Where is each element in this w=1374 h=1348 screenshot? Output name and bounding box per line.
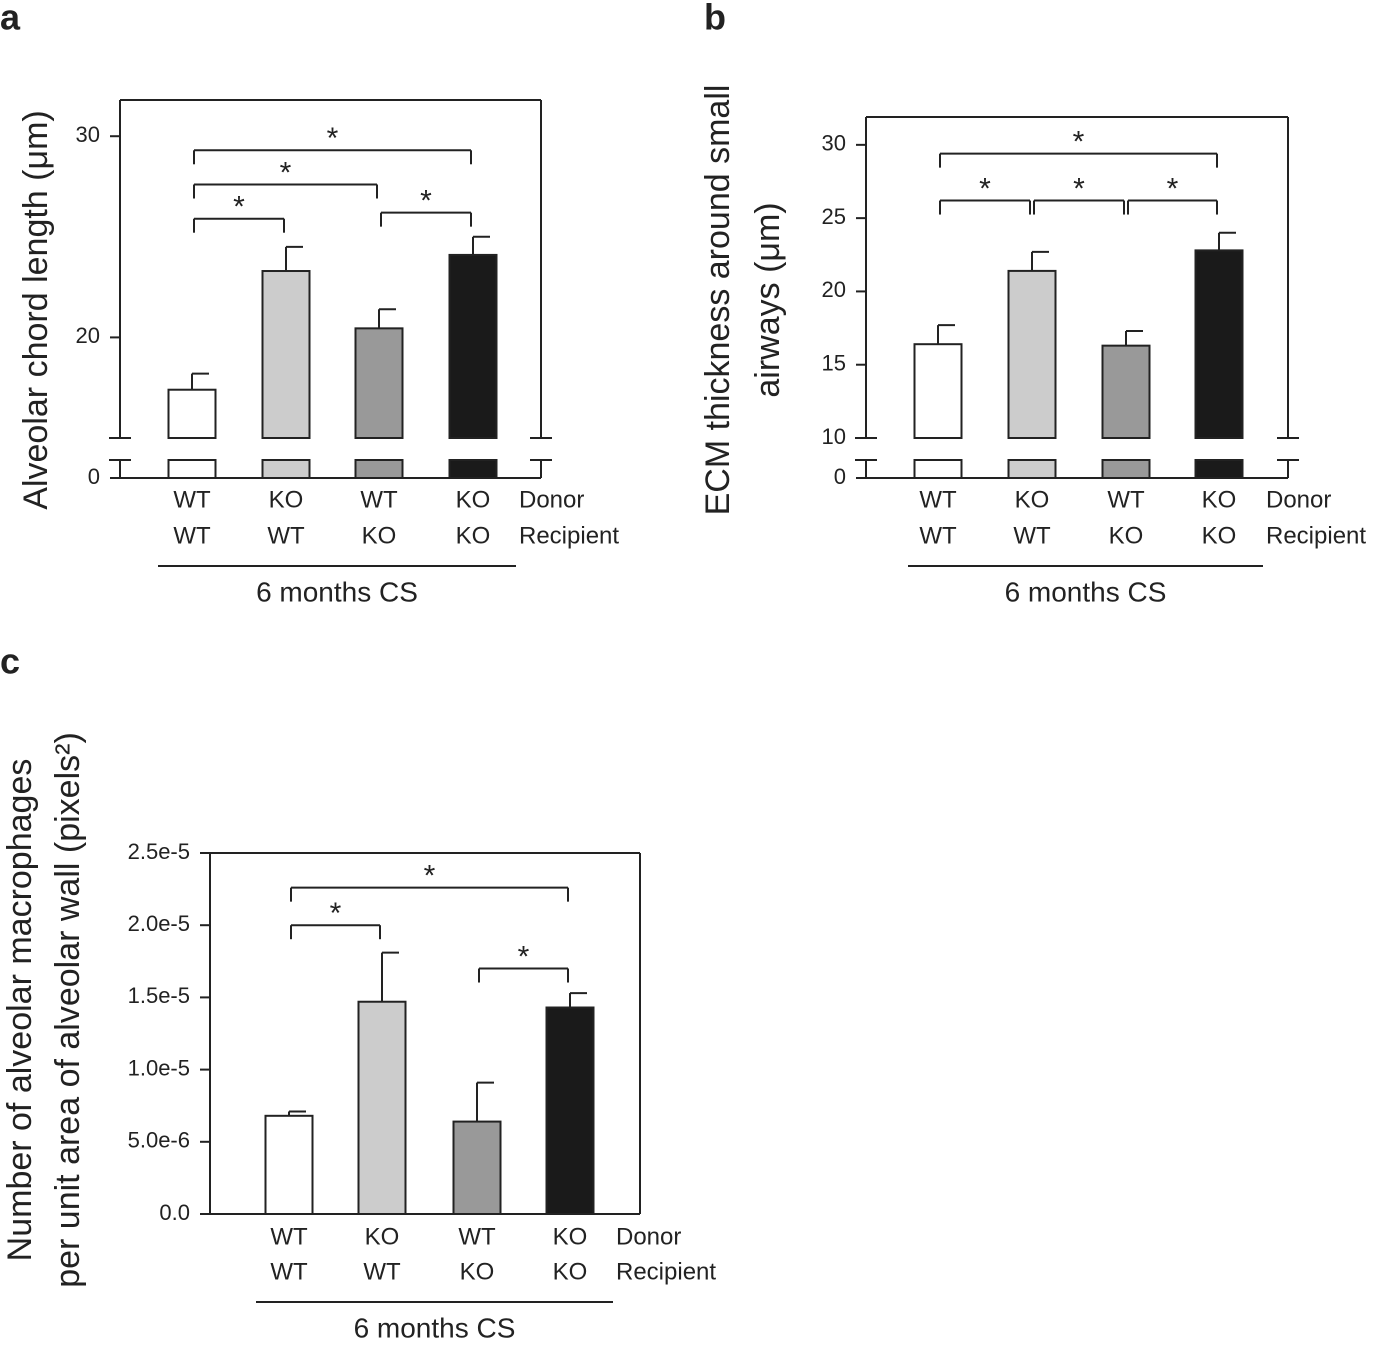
bar: [167, 388, 217, 440]
y-axis-label: airways (μm): [749, 202, 787, 397]
recipient-label: WT: [1013, 522, 1051, 549]
group-label: 6 months CS: [256, 576, 418, 607]
row-label: Recipient: [1266, 522, 1366, 549]
sig-label: *: [1073, 126, 1085, 159]
bar-stub: [1194, 459, 1244, 479]
donor-label: WT: [173, 486, 211, 513]
y-tick-label: 25: [822, 204, 846, 229]
y-axis-label: Alveolar chord length (μm): [17, 110, 55, 509]
donor-label: KO: [1015, 486, 1050, 513]
panel-label: a: [0, 0, 21, 38]
panel-label: b: [704, 0, 726, 38]
y-tick-label: 5.0e-6: [128, 1128, 190, 1153]
y-axis-label: ECM thickness around small: [699, 85, 737, 516]
bar: [545, 1006, 595, 1215]
bar: [1101, 344, 1151, 439]
bar: [448, 253, 498, 439]
y-axis-label: per unit area of alveolar wall (pixels²): [49, 732, 87, 1288]
recipient-label: KO: [553, 1258, 588, 1285]
bar-stub: [1101, 459, 1151, 479]
donor-label: WT: [919, 486, 957, 513]
sig-label: *: [1073, 172, 1085, 205]
row-label: Recipient: [616, 1258, 716, 1285]
recipient-label: KO: [460, 1258, 495, 1285]
y-tick-label: 30: [822, 131, 846, 156]
panel-label: c: [0, 641, 20, 682]
donor-label: WT: [360, 486, 398, 513]
bar: [354, 327, 404, 440]
donor-label: WT: [270, 1223, 308, 1250]
recipient-label: KO: [1109, 522, 1144, 549]
bar-stub: [354, 459, 404, 479]
bar: [913, 343, 963, 439]
sig-label: *: [327, 122, 339, 155]
recipient-label: KO: [1202, 522, 1237, 549]
sig-label: *: [518, 940, 530, 973]
y-tick-label: 1.5e-5: [128, 983, 190, 1008]
row-label: Donor: [519, 486, 584, 513]
recipient-label: WT: [363, 1258, 401, 1285]
group-label: 6 months CS: [354, 1312, 516, 1343]
y-tick-label: 15: [822, 351, 846, 376]
y-tick-label: 0.0: [159, 1200, 190, 1225]
donor-label: KO: [456, 486, 491, 513]
row-label: Donor: [1266, 486, 1331, 513]
y-tick-label: 1.0e-5: [128, 1055, 190, 1080]
bar: [357, 1000, 407, 1215]
bar-stub: [261, 459, 311, 479]
bar: [1007, 269, 1057, 439]
donor-label: KO: [365, 1223, 400, 1250]
row-label: Donor: [616, 1223, 681, 1250]
bar: [452, 1120, 502, 1215]
bar-stub: [448, 459, 498, 479]
donor-label: WT: [458, 1223, 496, 1250]
recipient-label: KO: [456, 522, 491, 549]
bar-stub: [913, 459, 963, 479]
recipient-label: WT: [267, 522, 305, 549]
sig-label: *: [330, 897, 342, 930]
sig-label: *: [420, 185, 432, 218]
sig-label: *: [1167, 172, 1179, 205]
y-tick-label: 2.0e-5: [128, 911, 190, 936]
donor-label: KO: [269, 486, 304, 513]
row-label: Recipient: [519, 522, 619, 549]
sig-label: *: [979, 172, 991, 205]
bar: [264, 1114, 314, 1215]
y-tick-label: 0: [834, 464, 846, 489]
donor-label: KO: [1202, 486, 1237, 513]
recipient-label: WT: [919, 522, 957, 549]
y-tick-label: 0: [88, 464, 100, 489]
recipient-label: KO: [362, 522, 397, 549]
donor-label: KO: [553, 1223, 588, 1250]
bar-stub: [1007, 459, 1057, 479]
bar: [1194, 249, 1244, 439]
bar-stub: [167, 459, 217, 479]
y-tick-label: 10: [822, 424, 846, 449]
y-tick-label: 2.5e-5: [128, 839, 190, 864]
donor-label: WT: [1107, 486, 1145, 513]
recipient-label: WT: [270, 1258, 308, 1285]
sig-label: *: [424, 860, 436, 893]
y-axis-label: Number of alveolar macrophages: [1, 759, 39, 1262]
recipient-label: WT: [173, 522, 211, 549]
sig-label: *: [280, 156, 292, 189]
bar: [261, 270, 311, 439]
group-label: 6 months CS: [1005, 576, 1167, 607]
y-tick-label: 30: [76, 122, 100, 147]
sig-label: *: [233, 191, 245, 224]
y-tick-label: 20: [76, 323, 100, 348]
y-tick-label: 20: [822, 277, 846, 302]
